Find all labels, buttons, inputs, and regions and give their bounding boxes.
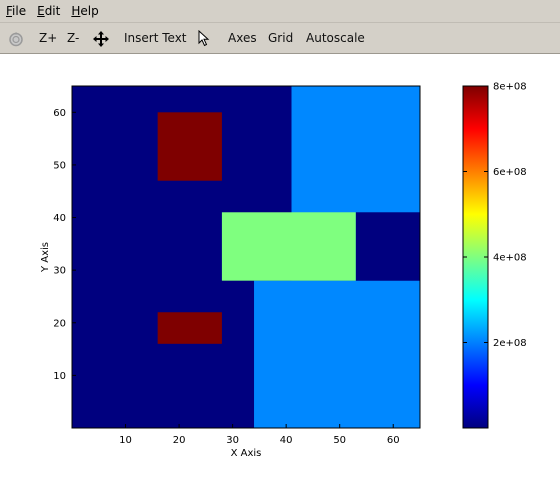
heatmap-region-3 [355, 212, 420, 281]
select-button[interactable] [196, 23, 212, 54]
insert-text-button[interactable]: Insert Text [124, 31, 187, 45]
x-tick-label-10: 10 [119, 435, 132, 446]
rotate-button[interactable] [6, 23, 26, 54]
y-tick-label-20: 20 [53, 318, 66, 329]
y-tick-label-40: 40 [53, 213, 66, 224]
heatmap-region-2 [254, 280, 420, 428]
axes-button[interactable]: Axes [228, 31, 257, 45]
menu-help-label: elp [80, 4, 99, 18]
x-tick-label-20: 20 [173, 435, 186, 446]
plot-canvas[interactable]: 10 20 30 40 50 60 10 20 30 40 50 60 X Axis Y Axis … [0, 55, 560, 475]
menu-edit[interactable]: Edit [31, 0, 65, 22]
zoom-in-button[interactable]: Z+ [39, 31, 58, 45]
colorbar-tick-label-1: 4e+08 [493, 253, 527, 264]
pan-move-icon [93, 30, 109, 47]
x-tick-label-40: 40 [280, 435, 293, 446]
menu-file-label: ile [12, 4, 27, 18]
menu-help[interactable]: Help [65, 0, 103, 22]
autoscale-button[interactable]: Autoscale [306, 31, 365, 45]
y-tick-label-60: 60 [53, 108, 66, 119]
x-tick-label-30: 30 [226, 435, 239, 446]
plot-frame [71, 85, 421, 429]
colorbar-tick-label-2: 6e+08 [493, 167, 527, 178]
grid-button[interactable]: Grid [268, 31, 294, 45]
zoom-out-button[interactable]: Z- [67, 31, 80, 45]
pan-button[interactable] [91, 23, 111, 54]
menu-edit-mnemonic: E [37, 4, 45, 18]
heatmap-region-4 [221, 212, 356, 281]
menu-file[interactable]: File [0, 0, 31, 22]
colorbar-tick-label-0: 2e+08 [493, 338, 527, 349]
select-pointer-icon [198, 30, 210, 47]
y-tick-label-10: 10 [53, 371, 66, 382]
y-axis-label: Y Axis [40, 242, 51, 273]
x-axis-label: X Axis [231, 448, 262, 459]
toolbar: Z+ Z- Insert Text Axes Grid Autoscale [0, 22, 560, 54]
y-tick-label-50: 50 [53, 160, 66, 171]
menu-help-mnemonic: H [71, 4, 81, 18]
heatmap-region-5 [157, 112, 222, 181]
rotate-icon [9, 31, 23, 46]
heatmap-region-6 [157, 312, 222, 344]
menu-file-mnemonic: F [6, 4, 13, 18]
x-tick-label-60: 60 [387, 435, 400, 446]
menu-edit-label: dit [44, 4, 61, 18]
menu-bar: File Edit Help [0, 0, 560, 22]
colorbar-tick-label-3: 8e+08 [493, 82, 527, 93]
y-tick-label-30: 30 [53, 266, 66, 277]
x-tick-label-50: 50 [333, 435, 346, 446]
